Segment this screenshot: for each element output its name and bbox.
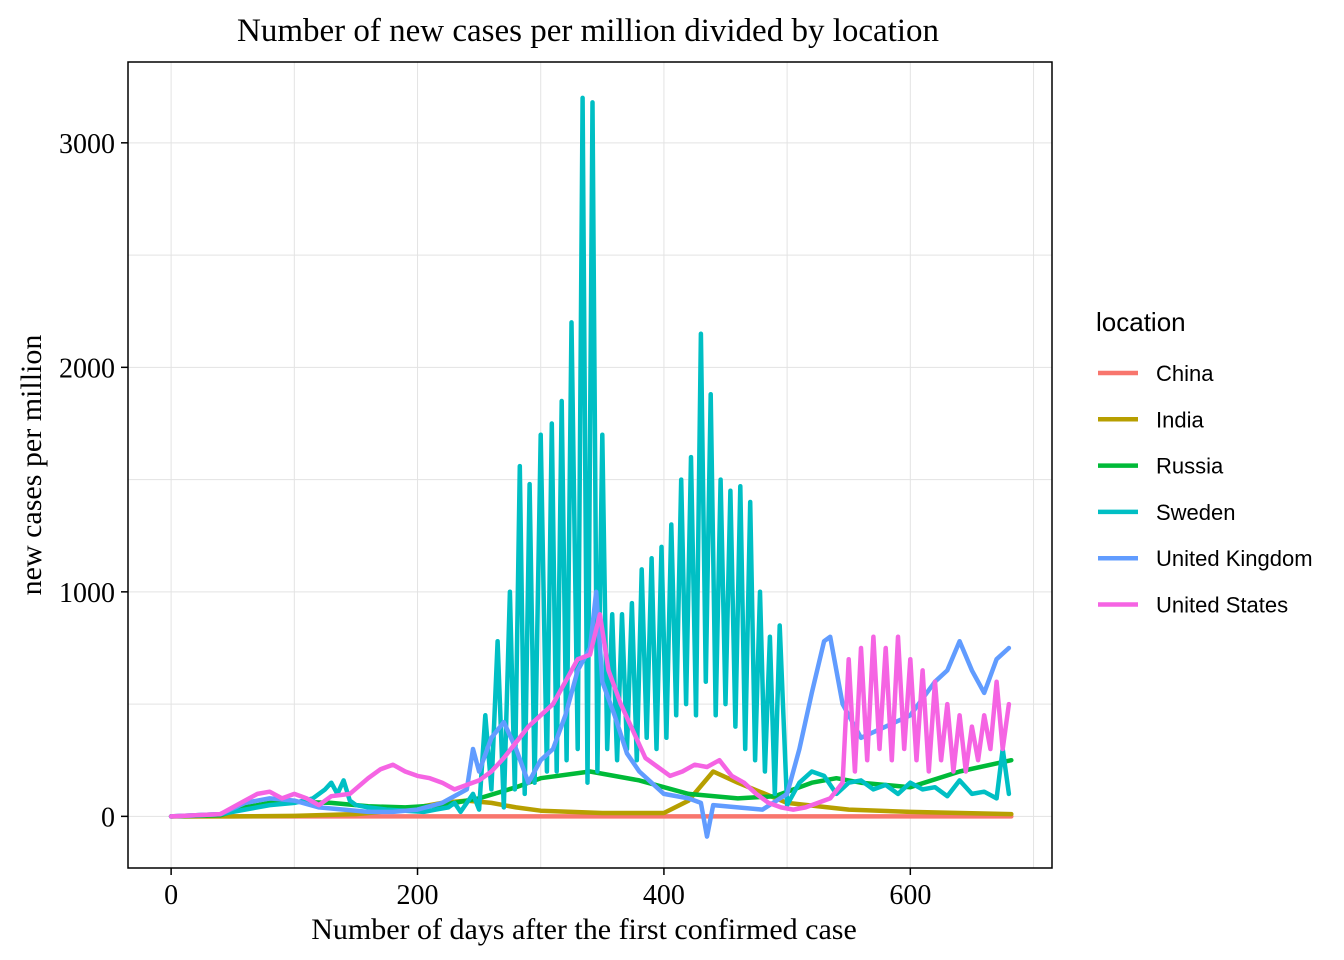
x-tick-label: 400 bbox=[643, 880, 685, 911]
y-tick-label: 3000 bbox=[59, 129, 115, 160]
x-axis-title: Number of days after the first confirmed… bbox=[311, 913, 857, 946]
x-tick-label: 200 bbox=[397, 880, 439, 911]
panel-border bbox=[127, 61, 1053, 869]
legend: location China India Russia Sweden United Ki… bbox=[1096, 307, 1313, 618]
legend-label-china: China bbox=[1156, 361, 1214, 386]
series-line-russia bbox=[168, 757, 1014, 819]
series-line-sweden bbox=[168, 95, 1012, 819]
y-tick-label: 0 bbox=[101, 802, 115, 833]
legend-label-united-kingdom: United Kingdom bbox=[1156, 546, 1313, 571]
y-axis-title: new cases per million bbox=[15, 335, 48, 596]
legend-items: China India Russia Sweden United Kingdom Unit… bbox=[1098, 361, 1313, 618]
legend-title: location bbox=[1096, 307, 1186, 337]
series-line-united-states bbox=[168, 612, 1012, 819]
y-tick-label: 1000 bbox=[59, 578, 115, 609]
axes: 0 200 400 600 0 1000 2000 3000 bbox=[59, 129, 931, 911]
x-tick-label: 600 bbox=[889, 880, 931, 911]
plot-series bbox=[168, 95, 1014, 839]
y-tick-label: 2000 bbox=[59, 353, 115, 384]
legend-label-india: India bbox=[1156, 407, 1204, 432]
chart-title: Number of new cases per million divided … bbox=[237, 13, 939, 49]
x-tick-label: 0 bbox=[164, 880, 178, 911]
legend-label-russia: Russia bbox=[1156, 454, 1224, 479]
legend-label-sweden: Sweden bbox=[1156, 500, 1236, 525]
legend-label-united-states: United States bbox=[1156, 593, 1288, 618]
